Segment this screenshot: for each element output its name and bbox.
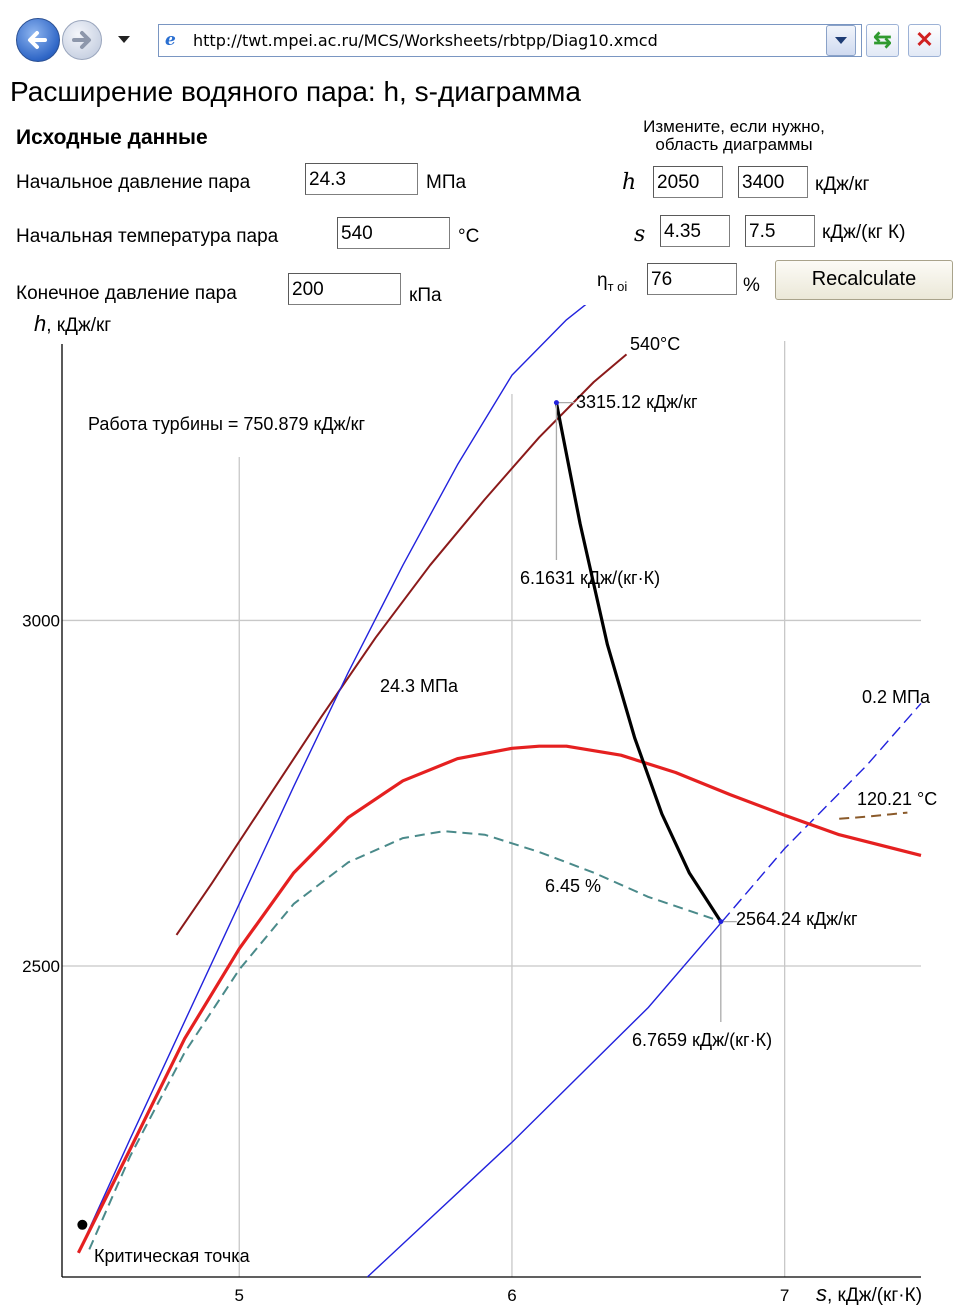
moisture-6-45-line	[88, 830, 723, 1250]
efficiency-label: ηт oi	[597, 270, 627, 294]
moisture-label: 6.45 %	[545, 876, 601, 896]
forward-arrow-icon	[72, 31, 91, 49]
isobar-0-2-dashed-line	[721, 702, 922, 923]
end-point-marker	[718, 919, 724, 925]
efficiency-unit: %	[743, 275, 760, 296]
end-entropy-label: 6.7659 кДж/(кг·К)	[632, 1030, 772, 1050]
grid	[62, 341, 921, 1277]
h-min-input[interactable]: 2050	[653, 166, 723, 198]
axes	[61, 344, 921, 1278]
forward-button[interactable]	[62, 20, 102, 60]
efficiency-input[interactable]: 76	[647, 263, 737, 295]
critical-point-label: Критическая точка	[94, 1246, 251, 1266]
h-max-input[interactable]: 3400	[738, 166, 808, 198]
end-enthalpy-label: 2564.24 кДж/кг	[736, 909, 858, 929]
t0-label: Начальная температура пара	[16, 226, 279, 247]
hs-diagram: 5 6 7 2500 3000 Работа турбины = 750.879 кДж/…	[22, 305, 937, 1306]
y-axis-symbol: h	[34, 311, 46, 336]
iso-120-21-line	[839, 811, 908, 820]
p0-unit: МПа	[426, 172, 467, 193]
start-enthalpy-label: 3315.12 кДж/кг	[576, 392, 698, 412]
sat-line-line	[76, 744, 922, 1254]
pk-input[interactable]: 200	[288, 273, 401, 305]
x-tick-label: 5	[235, 1286, 244, 1305]
back-arrow-icon	[28, 31, 47, 49]
p0-input[interactable]: 24.3	[305, 163, 418, 195]
refresh-button[interactable]: ⇆	[866, 24, 899, 57]
x-tick-label: 7	[780, 1286, 789, 1305]
h-range-unit: кДж/кг	[815, 174, 870, 195]
iso-24-3-line	[77, 305, 587, 1254]
eta-subscript: т oi	[607, 278, 628, 294]
turbine-work-label: Работа турбины = 750.879 кДж/кг	[88, 414, 365, 434]
isotherm-120-label: 120.21 °C	[857, 789, 937, 809]
x-tick-label: 6	[507, 1286, 516, 1305]
iso-540-line	[175, 353, 628, 936]
s-min-input[interactable]: 4.35	[660, 215, 730, 247]
page-icon: e	[165, 30, 176, 50]
y-tick-label: 3000	[22, 611, 60, 630]
back-button[interactable]	[16, 18, 60, 62]
start-point-marker	[553, 400, 559, 406]
x-axis-label: s, кДж/(кг·К)	[816, 1281, 922, 1306]
start-entropy-label: 6.1631 кДж/(кг·К)	[520, 568, 660, 588]
history-dropdown-icon[interactable]	[118, 36, 130, 43]
stop-button[interactable]: ✕	[908, 24, 941, 57]
refresh-icon: ⇆	[873, 27, 892, 52]
pk-label: Конечное давление пара	[16, 283, 237, 304]
x-axis-unit: , кДж/(кг·К)	[827, 1285, 922, 1306]
pk-unit: кПа	[409, 285, 442, 306]
address-bar[interactable]: e http://twt.mpei.ac.ru/MCS/Worksheets/r…	[158, 24, 862, 57]
close-icon: ✕	[915, 27, 934, 52]
chart-labels: 5 6 7 2500 3000 Работа турбины = 750.879 кДж/…	[22, 311, 937, 1306]
isotherm-540-label: 540°C	[630, 334, 680, 354]
t0-unit: °C	[458, 226, 480, 247]
hint-line-1: Измените, если нужно,	[643, 117, 825, 136]
hint-line-2: область диаграммы	[655, 135, 813, 154]
x-axis-symbol: s	[816, 1281, 827, 1306]
y-axis-label: h, кДж/кг	[34, 311, 111, 336]
browser-toolbar: e http://twt.mpei.ac.ru/MCS/Worksheets/r…	[0, 0, 953, 62]
curves	[76, 305, 922, 1278]
expansion-line	[554, 402, 723, 923]
address-dropdown-button[interactable]	[826, 25, 856, 56]
url-text[interactable]: http://twt.mpei.ac.ru/MCS/Worksheets/rbt…	[193, 31, 658, 50]
eta-symbol: η	[597, 270, 608, 291]
h-range-label: h	[622, 170, 637, 195]
y-tick-label: 2500	[22, 957, 60, 976]
isobar-24-3-label: 24.3 МПа	[380, 676, 459, 696]
isobar-0-2-label: 0.2 МПа	[862, 687, 931, 707]
page-title: Расширение водяного пара: h, s-диаграмма	[10, 76, 581, 107]
recalculate-button[interactable]: Recalculate	[775, 260, 953, 300]
diagram-range-hint: Измените, если нужно, область диаграммы	[618, 118, 850, 154]
initial-data-heading: Исходные данные	[16, 126, 208, 149]
p0-label: Начальное давление пара	[16, 172, 251, 193]
critical-point-marker	[77, 1219, 88, 1230]
y-axis-unit: , кДж/кг	[46, 315, 111, 336]
s-max-input[interactable]: 7.5	[745, 215, 815, 247]
t0-input[interactable]: 540	[337, 217, 450, 249]
s-range-unit: кДж/(кг К)	[822, 222, 906, 243]
isobar-0-2-line	[366, 921, 723, 1278]
s-range-label: s	[634, 222, 646, 247]
point-guides	[77, 400, 737, 1230]
